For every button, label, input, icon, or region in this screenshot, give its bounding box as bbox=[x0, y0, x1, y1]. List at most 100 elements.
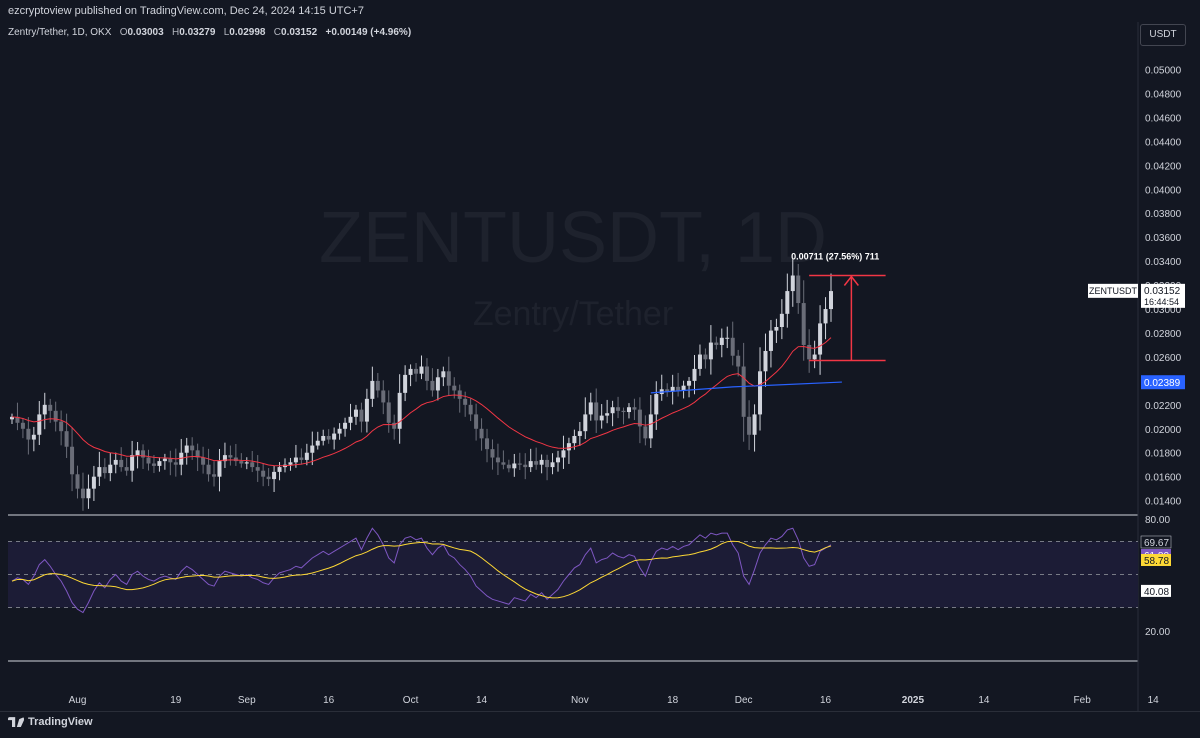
time-tick-label: Aug bbox=[69, 695, 87, 706]
time-tick-label: 14 bbox=[476, 695, 488, 706]
candle-body bbox=[135, 450, 140, 456]
candle-body bbox=[124, 467, 129, 471]
candle-body bbox=[386, 402, 391, 423]
candle-body bbox=[588, 402, 593, 415]
candle-body bbox=[665, 389, 670, 392]
measure-label: 0.00711 (27.56%) 711 bbox=[791, 252, 879, 262]
candle-body bbox=[637, 409, 642, 427]
change-value: +0.00149 (+4.96%) bbox=[325, 27, 412, 38]
candle-body bbox=[48, 404, 53, 411]
candle-body bbox=[758, 371, 763, 415]
rsi-upper-label-box bbox=[1140, 535, 1172, 549]
candle-body bbox=[550, 462, 555, 468]
candle-body bbox=[626, 407, 631, 413]
candle-body bbox=[697, 354, 702, 369]
candle-body bbox=[315, 440, 320, 446]
candle-body bbox=[364, 398, 369, 422]
candle-body bbox=[337, 428, 342, 434]
candle-body bbox=[643, 426, 648, 439]
candle-body bbox=[414, 368, 419, 374]
price-tick-label: 0.02600 bbox=[1145, 353, 1182, 364]
candle-body bbox=[10, 416, 14, 420]
candle-body bbox=[64, 431, 69, 447]
candle-body bbox=[539, 459, 544, 465]
time-tick-label: Oct bbox=[403, 695, 419, 706]
candle-body bbox=[146, 457, 151, 464]
candle-body bbox=[261, 470, 266, 477]
candle-body bbox=[610, 407, 615, 414]
low-label: L bbox=[223, 27, 230, 38]
candle-body bbox=[736, 355, 741, 367]
candle-body bbox=[217, 461, 222, 477]
time-tick-label: Sep bbox=[238, 695, 256, 706]
rsi-lower-label-box bbox=[1141, 584, 1171, 597]
high-label: H bbox=[172, 27, 180, 38]
candle-body bbox=[577, 431, 582, 436]
candle-body bbox=[485, 438, 490, 450]
symbol-description[interactable]: Zentry/Tether, 1D, OKX bbox=[8, 27, 112, 38]
candle-body bbox=[463, 398, 468, 405]
candle-body bbox=[20, 422, 25, 429]
watermark-name: Zentry/Tether bbox=[473, 295, 673, 333]
candle-body bbox=[168, 458, 173, 463]
price-tick-label: 0.03600 bbox=[1145, 233, 1182, 244]
candle-body bbox=[266, 476, 271, 480]
candle-body bbox=[113, 459, 118, 465]
candle-body bbox=[141, 450, 146, 458]
price-tick-label: 0.03400 bbox=[1145, 257, 1182, 268]
candle-body bbox=[774, 327, 779, 331]
price-tick-label: 0.03800 bbox=[1145, 209, 1182, 220]
tradingview-logo-icon bbox=[8, 717, 24, 728]
low-value: 0.02998 bbox=[229, 27, 266, 38]
rsi-tick-label: 80.00 bbox=[1145, 515, 1170, 526]
bottom-bar bbox=[0, 711, 1200, 738]
watermark-ticker: ZENTUSDT, 1D bbox=[319, 198, 827, 278]
candle-body bbox=[768, 330, 773, 351]
candle-body bbox=[151, 463, 156, 466]
time-tick-label: 19 bbox=[170, 695, 182, 706]
candle-body bbox=[97, 467, 102, 477]
candle-body bbox=[173, 462, 178, 465]
rsi-ma-value-label: 58.78 bbox=[1144, 556, 1169, 567]
ema-red-line bbox=[11, 337, 832, 467]
rsi-line bbox=[11, 527, 832, 614]
candle-body bbox=[719, 337, 724, 345]
blue-price-label: 0.02389 bbox=[1144, 378, 1181, 389]
candle-body bbox=[102, 467, 107, 474]
candle-body bbox=[621, 410, 626, 413]
candle-body bbox=[70, 446, 75, 475]
candle-body bbox=[572, 435, 577, 444]
candle-body bbox=[594, 402, 599, 421]
candle-body bbox=[512, 463, 517, 469]
candle-body bbox=[222, 455, 227, 462]
candle-body bbox=[250, 462, 255, 468]
candle-body bbox=[37, 414, 42, 435]
candle-body bbox=[790, 275, 795, 292]
candle-body bbox=[162, 458, 167, 462]
price-tick-label: 0.01800 bbox=[1145, 449, 1182, 460]
tradingview-logo[interactable]: TradingView bbox=[8, 716, 93, 728]
candle-body bbox=[506, 464, 511, 469]
price-tick-label: 0.03000 bbox=[1145, 305, 1182, 316]
candle-body bbox=[130, 455, 135, 471]
candle-body bbox=[370, 380, 375, 399]
time-tick-label: Feb bbox=[1074, 695, 1092, 706]
candle-body bbox=[26, 428, 31, 440]
candle-body bbox=[206, 464, 211, 475]
currency-button[interactable]: USDT bbox=[1140, 24, 1186, 46]
candle-body bbox=[561, 450, 566, 458]
candle-body bbox=[42, 404, 47, 415]
time-tick-label: 16 bbox=[820, 695, 832, 706]
candle-body bbox=[157, 461, 162, 466]
candle-body bbox=[616, 407, 621, 411]
candle-body bbox=[304, 452, 309, 460]
candle-body bbox=[468, 404, 473, 415]
candle-body bbox=[86, 488, 91, 499]
close-label: C bbox=[273, 27, 282, 38]
candle-body bbox=[501, 462, 506, 465]
price-tick-label: 0.05000 bbox=[1145, 66, 1182, 77]
candle-body bbox=[812, 354, 817, 360]
time-tick-label: 18 bbox=[667, 695, 679, 706]
candle-body bbox=[479, 428, 484, 439]
